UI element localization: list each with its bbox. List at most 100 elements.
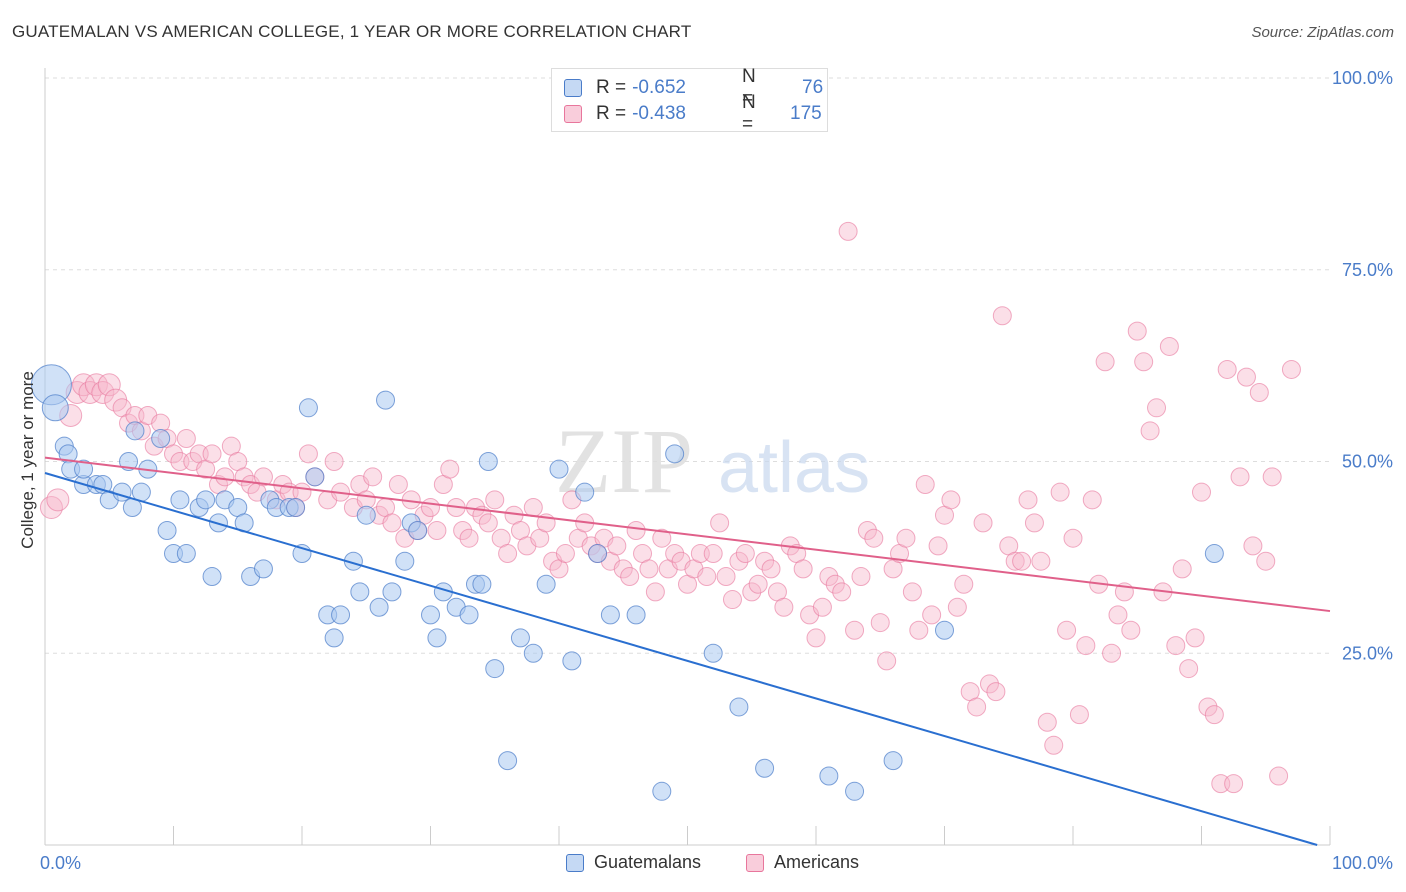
point-americans	[1127, 321, 1147, 341]
legend-row-americans: R = -0.438 N = 175	[564, 92, 822, 135]
point-americans	[202, 444, 222, 464]
point-americans	[1037, 712, 1057, 732]
point-guatemalans	[331, 605, 351, 625]
r-label: R =	[596, 103, 627, 124]
point-americans	[1076, 636, 1096, 656]
point-guatemalans	[575, 482, 595, 502]
legend-label: Americans	[774, 852, 860, 872]
point-americans	[1063, 528, 1083, 548]
n-label: N =	[742, 66, 756, 109]
point-guatemalans	[151, 428, 171, 448]
point-americans	[845, 620, 865, 640]
point-guatemalans	[523, 643, 543, 663]
point-americans	[986, 682, 1006, 702]
point-americans	[967, 697, 987, 717]
point-guatemalans	[626, 605, 646, 625]
point-americans	[819, 567, 839, 587]
point-americans	[973, 513, 993, 533]
point-americans	[941, 490, 961, 510]
point-americans	[478, 513, 498, 533]
legend-swatch-blue	[566, 853, 584, 872]
point-guatemalans	[176, 544, 196, 564]
point-guatemalans	[119, 452, 139, 471]
point-guatemalans	[196, 490, 216, 510]
point-americans	[607, 536, 627, 556]
point-guatemalans	[652, 781, 672, 801]
point-guatemalans	[74, 459, 94, 479]
y-axis-label: College, 1 year or more	[18, 371, 37, 549]
point-americans	[498, 544, 518, 564]
legend-swatch-pink	[746, 853, 764, 872]
point-americans	[697, 567, 717, 587]
legend-item-americans[interactable]: Americans	[746, 852, 859, 873]
series-guatemalans	[30, 364, 1224, 801]
point-americans	[253, 467, 273, 487]
point-americans	[645, 582, 665, 602]
point-americans	[1172, 559, 1192, 579]
point-americans	[851, 567, 871, 587]
watermark-atlas: atlas	[718, 428, 870, 508]
axes	[44, 68, 1331, 846]
point-americans	[742, 582, 762, 602]
point-guatemalans	[427, 628, 447, 648]
point-guatemalans	[369, 597, 389, 617]
point-americans	[922, 605, 942, 625]
y-tick-label: 100.0%	[1332, 68, 1393, 88]
point-guatemalans	[845, 781, 865, 801]
point-americans	[665, 544, 685, 564]
point-americans	[324, 452, 344, 471]
point-americans	[298, 444, 318, 464]
point-americans	[1082, 490, 1102, 510]
n-value: 76	[802, 77, 824, 98]
point-guatemalans	[549, 459, 569, 479]
point-guatemalans	[202, 567, 222, 587]
point-americans	[838, 221, 858, 241]
point-americans	[1166, 636, 1186, 656]
point-americans	[806, 628, 826, 648]
point-americans	[639, 559, 659, 579]
point-americans	[523, 498, 543, 518]
point-americans	[1262, 467, 1282, 487]
point-americans	[1198, 697, 1218, 717]
point-americans	[1095, 352, 1115, 372]
point-americans	[1147, 398, 1167, 418]
point-americans	[1024, 513, 1044, 533]
point-americans	[453, 521, 473, 541]
point-americans	[812, 597, 832, 617]
point-guatemalans	[41, 394, 69, 422]
chart-title: GUATEMALAN VS AMERICAN COLLEGE, 1 YEAR O…	[12, 22, 692, 41]
point-americans	[1159, 336, 1179, 356]
point-guatemalans	[376, 390, 396, 410]
point-americans	[427, 521, 447, 541]
point-guatemalans	[305, 467, 325, 487]
point-americans	[793, 559, 813, 579]
point-americans	[902, 582, 922, 602]
point-americans	[363, 467, 383, 487]
point-guatemalans	[1204, 544, 1224, 564]
point-americans	[877, 651, 897, 671]
point-americans	[485, 490, 505, 510]
point-americans	[164, 444, 183, 464]
point-americans	[1102, 643, 1122, 663]
point-guatemalans	[408, 521, 428, 541]
n-value: 175	[790, 103, 822, 124]
point-americans	[1243, 536, 1263, 556]
tick-labels: 25.0% 50.0% 75.0% 100.0% 0.0% 100.0%	[40, 68, 1393, 873]
point-americans	[176, 428, 196, 448]
point-americans	[1185, 628, 1205, 648]
r-value: -0.652	[632, 77, 686, 98]
point-americans	[91, 380, 115, 404]
point-americans	[620, 567, 640, 587]
point-americans	[97, 373, 121, 397]
point-guatemalans	[253, 559, 273, 579]
point-americans	[1230, 467, 1250, 487]
point-guatemalans	[421, 605, 440, 625]
point-americans	[1179, 659, 1199, 679]
point-americans	[1204, 705, 1224, 725]
point-americans	[382, 513, 402, 533]
point-guatemalans	[703, 643, 723, 663]
legend-item-guatemalans[interactable]: Guatemalans	[566, 852, 701, 873]
point-guatemalans	[356, 505, 376, 525]
point-americans	[1069, 705, 1089, 725]
